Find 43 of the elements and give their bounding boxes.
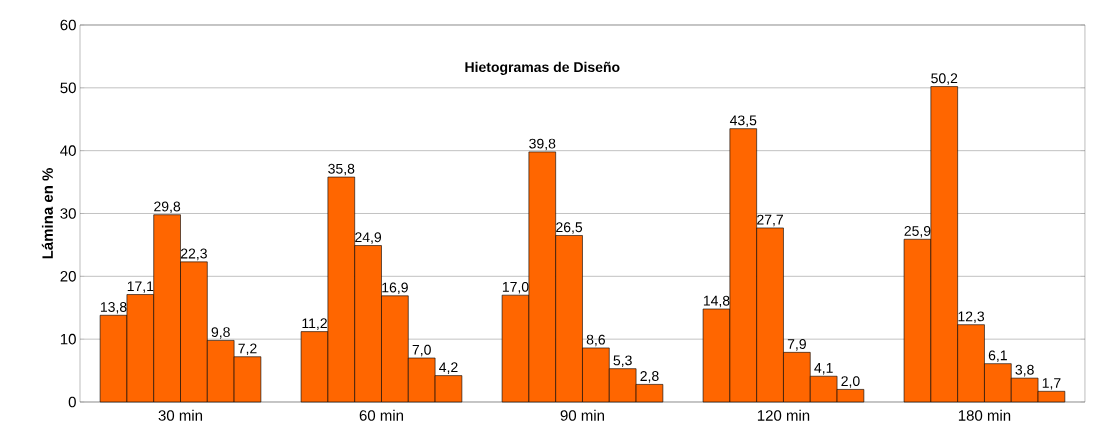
data-label: 7,9 [787, 339, 806, 351]
data-label: 9,8 [211, 327, 230, 339]
data-label: 7,2 [238, 343, 257, 356]
y-tick-label: 40 [60, 145, 76, 156]
data-label: 4,2 [439, 362, 458, 374]
data-label: 27,7 [757, 214, 783, 227]
data-label: 16,9 [382, 282, 408, 295]
data-label: 17,0 [502, 281, 529, 294]
x-tick-label: 30 min [158, 409, 203, 421]
data-label: 35,8 [328, 163, 355, 176]
data-label: 13,8 [100, 302, 127, 314]
data-label: 2,8 [640, 371, 659, 383]
data-label: 4,1 [814, 363, 833, 375]
data-label: 1,7 [1042, 378, 1061, 390]
data-label: 39,8 [529, 138, 556, 151]
data-label: 7,0 [412, 344, 431, 357]
y-tick-label: 0 [68, 396, 76, 408]
data-label: 12,3 [958, 311, 985, 323]
data-label: 25,9 [904, 225, 931, 238]
data-label: 2,0 [841, 376, 860, 388]
data-label: 29,8 [154, 201, 181, 214]
data-label: 22,3 [180, 248, 207, 261]
data-label: 50,2 [931, 73, 958, 85]
data-label: 26,5 [556, 222, 583, 234]
x-tick-label: 60 min [359, 409, 404, 421]
y-axis-title: Lámina en % [41, 168, 53, 259]
data-label: 6,1 [988, 350, 1007, 362]
y-tick-label: 30 [60, 208, 76, 219]
data-label: 24,9 [355, 232, 382, 244]
y-tick-label: 50 [60, 82, 76, 94]
x-tick-label: 90 min [560, 409, 604, 421]
data-label: 5,3 [613, 355, 632, 367]
data-label: 3,8 [1015, 364, 1034, 377]
y-tick-label: 60 [60, 19, 76, 31]
data-label: 11,2 [302, 318, 327, 330]
data-label: 8,6 [586, 334, 605, 347]
y-tick-label: 20 [60, 271, 76, 282]
text: Hietogramas de Diseño [465, 61, 620, 75]
x-tick-label: 120 min [757, 409, 810, 421]
data-label: 14,8 [703, 295, 730, 308]
x-tick-label: 180 min [958, 409, 1011, 421]
data-label: 43,5 [729, 115, 757, 127]
y-tick-label: 10 [60, 333, 76, 345]
